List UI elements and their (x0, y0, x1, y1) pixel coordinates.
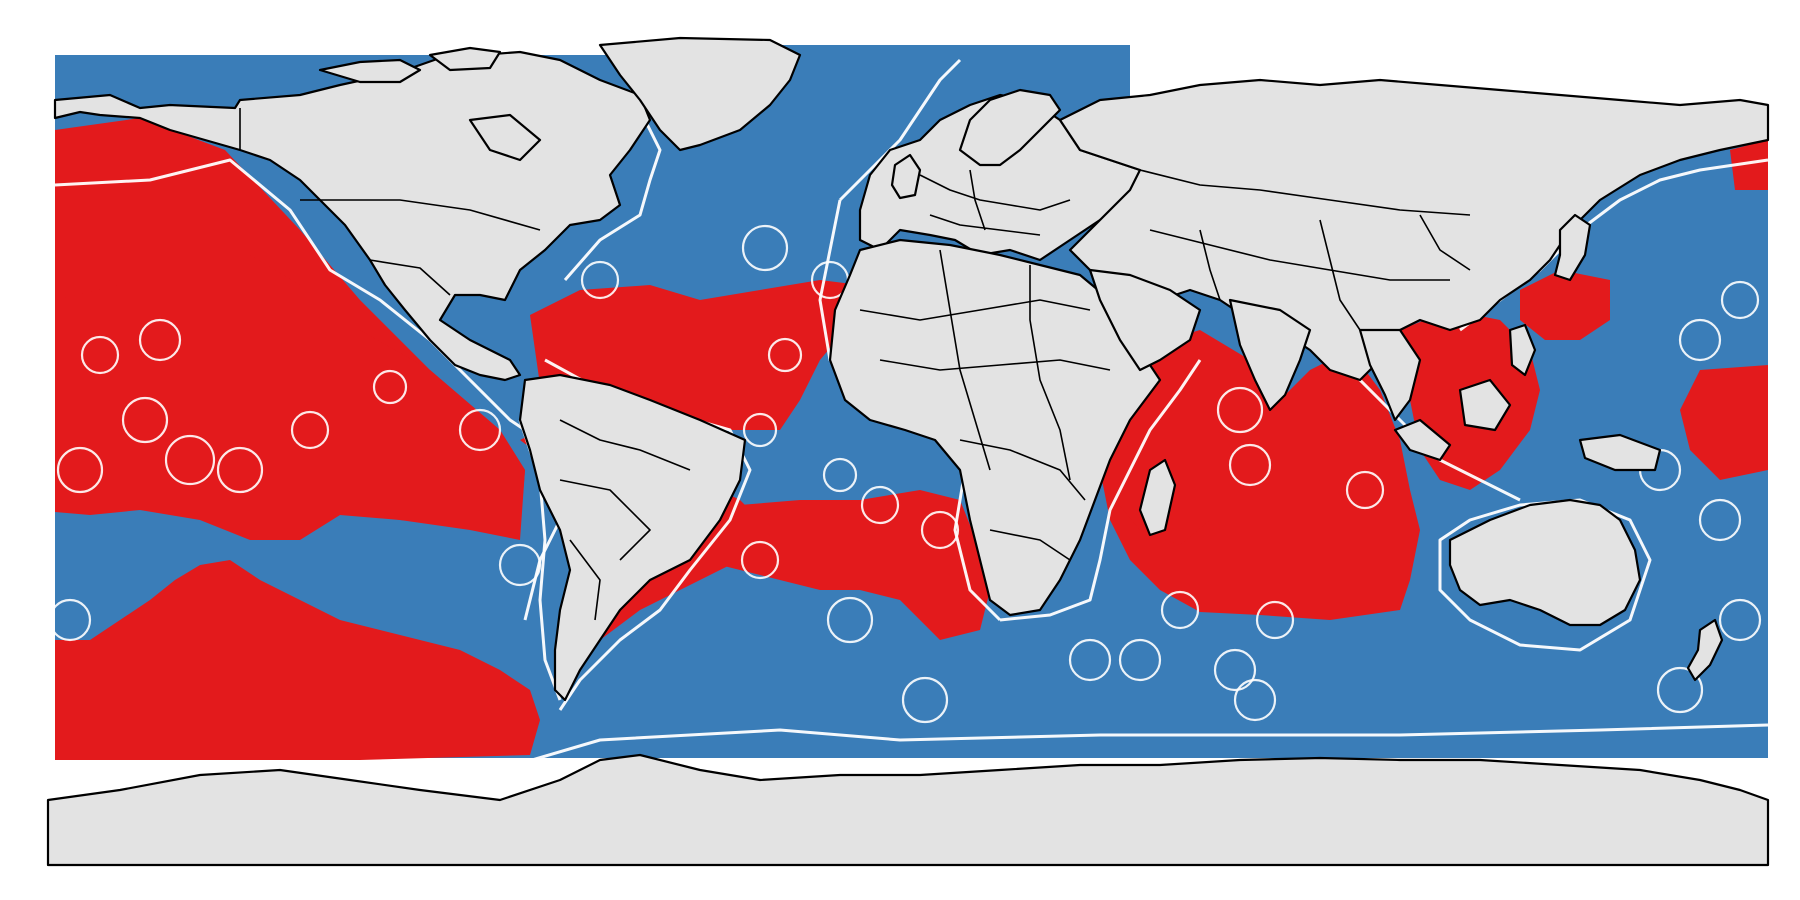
high-zone-western-pacific (1520, 270, 1610, 340)
border-africa-4 (1029, 265, 1071, 481)
border-asia-1 (1139, 169, 1471, 216)
country-borders (239, 108, 1471, 621)
eez-island-pacific-east-4 (1698, 498, 1742, 542)
landmass-sumatra (1393, 418, 1452, 462)
border-canada-us (239, 108, 541, 231)
eez-island-south-5 (826, 596, 874, 644)
border-asia-3 (1199, 229, 1221, 301)
border-south-america-2 (559, 479, 651, 561)
landmass-india (1228, 298, 1312, 412)
eez-island-atlantic-8 (580, 260, 620, 300)
high-zone-south-pacific (55, 560, 540, 760)
landmass-south-america (518, 373, 747, 702)
eez-europe (838, 58, 962, 202)
border-south-america-1 (559, 419, 691, 471)
landmass-philippines (1508, 323, 1537, 377)
eez-island-pacific-east-5 (1656, 666, 1704, 714)
landmass-antarctica (46, 753, 1770, 867)
border-asia-2 (1149, 229, 1450, 281)
border-africa-5 (959, 439, 1086, 501)
eez-island-pacific-9 (498, 543, 542, 587)
border-europe-1 (919, 174, 1071, 211)
landmass-new-zealand (1686, 618, 1724, 682)
eez-island-pacific-east-1 (1678, 318, 1722, 362)
eez-island-south-6 (1233, 678, 1277, 722)
eez-island-atlantic-3 (767, 337, 803, 373)
landmass-borneo (1458, 378, 1512, 432)
landmass-greenland (598, 36, 802, 152)
eez-island-pacific-8 (458, 408, 502, 452)
eez-island-pacific-1 (80, 335, 120, 375)
border-africa-2 (879, 359, 1111, 371)
border-europe-3 (969, 169, 986, 231)
eez-island-south-4 (901, 676, 949, 724)
eez-island-pacific-east-2 (1720, 280, 1760, 320)
high-zone-tropical-pacific (55, 255, 525, 540)
eez-island-south-2 (1118, 638, 1162, 682)
eez-island-hawaii (138, 318, 182, 362)
eez-island-indian-1 (1216, 386, 1264, 434)
landmass-africa (828, 238, 1162, 617)
land-masses (46, 36, 1770, 867)
border-us-mexico (369, 259, 451, 296)
border-africa-3 (939, 249, 991, 471)
landmass-arctic-islands (318, 46, 542, 162)
eez-australia (1438, 498, 1652, 652)
high-zone-indian-ocean (1100, 330, 1420, 620)
eez-island-pacific-6 (372, 369, 408, 405)
eez-island-indian-2 (1228, 443, 1272, 487)
border-africa-6 (989, 529, 1071, 561)
eez-island-atlantic-5 (860, 485, 900, 525)
border-asia-4 (1319, 219, 1361, 331)
landmass-australia (1448, 498, 1642, 627)
eez-island-indian-5 (1160, 590, 1200, 630)
high-zone-northeast-corner (1730, 140, 1768, 190)
eez-island-pacific-east-6 (1718, 598, 1762, 642)
eez-island-pacific-5 (56, 446, 104, 494)
border-africa-1 (859, 299, 1091, 321)
border-europe-2 (929, 214, 1041, 236)
eez-island-atlantic-6 (822, 457, 858, 493)
eez-island-west-edge (48, 598, 92, 642)
eez-africa-east (999, 359, 1202, 622)
landmass-southeast-asia (1358, 328, 1422, 422)
eez-island-pacific-2 (121, 396, 169, 444)
landmass-new-guinea (1578, 433, 1662, 472)
high-zone-south-atlantic (680, 490, 990, 640)
landmass-japan (1553, 213, 1592, 282)
eez-island-south-1 (1068, 638, 1112, 682)
eez-island-atlantic-1 (741, 224, 789, 272)
eez-island-pacific-4 (216, 446, 264, 494)
eez-island-atlantic-4 (742, 412, 778, 448)
border-south-america-3 (569, 539, 601, 621)
eez-island-pacific-3 (164, 434, 216, 486)
eez-island-atlantic-9 (740, 540, 780, 580)
landmass-british-isles (890, 153, 922, 200)
landmass-madagascar (1138, 458, 1177, 537)
eez-island-atlantic-7 (920, 510, 960, 550)
eez-southern-ocean (429, 723, 1769, 792)
eez-island-pacific-7 (290, 410, 330, 450)
eez-island-indian-4 (1255, 600, 1295, 640)
landmass-scandinavia (958, 88, 1062, 167)
border-asia-5 (1419, 214, 1471, 271)
landmass-arabia (1088, 268, 1202, 372)
high-zone-east-edge-pacific (1680, 365, 1768, 480)
eez-island-indian-3 (1345, 470, 1385, 510)
eez-island-south-3 (1213, 648, 1257, 692)
